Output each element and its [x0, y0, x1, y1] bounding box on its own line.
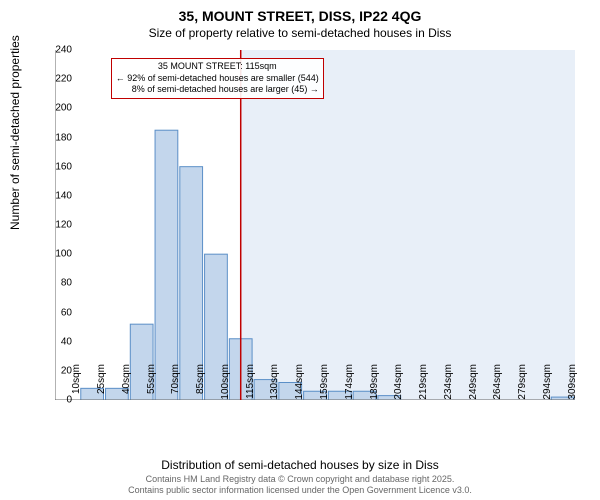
- x-tick-label: 25sqm: [96, 364, 107, 404]
- shade-region: [241, 50, 575, 400]
- x-tick-label: 174sqm: [344, 364, 355, 404]
- x-tick-label: 234sqm: [443, 364, 454, 404]
- y-axis-label: Number of semi-detached properties: [8, 35, 22, 230]
- chart-container: 35, MOUNT STREET, DISS, IP22 4QG Size of…: [0, 0, 600, 500]
- credits: Contains HM Land Registry data © Crown c…: [0, 474, 600, 496]
- callout-box: 35 MOUNT STREET: 115sqm ← 92% of semi-de…: [111, 58, 324, 99]
- x-tick-label: 189sqm: [369, 364, 380, 404]
- x-tick-label: 55sqm: [146, 364, 157, 404]
- y-tick-label: 220: [42, 74, 72, 85]
- callout-line1: 35 MOUNT STREET: 115sqm: [116, 61, 319, 73]
- y-tick-label: 20: [42, 365, 72, 376]
- chart-subtitle: Size of property relative to semi-detach…: [0, 24, 600, 40]
- plot-area: [55, 50, 575, 400]
- y-tick-label: 180: [42, 132, 72, 143]
- x-axis-label: Distribution of semi-detached houses by …: [0, 458, 600, 472]
- x-tick-label: 249sqm: [468, 364, 479, 404]
- x-tick-label: 294sqm: [542, 364, 553, 404]
- chart-title: 35, MOUNT STREET, DISS, IP22 4QG: [0, 0, 600, 24]
- x-tick-label: 279sqm: [517, 364, 528, 404]
- y-tick-label: 160: [42, 161, 72, 172]
- chart-svg: [55, 50, 575, 400]
- x-tick-label: 204sqm: [393, 364, 404, 404]
- callout-line2: ← 92% of semi-detached houses are smalle…: [116, 73, 319, 85]
- x-tick-label: 264sqm: [492, 364, 503, 404]
- x-tick-label: 115sqm: [245, 364, 256, 404]
- x-tick-label: 144sqm: [294, 364, 305, 404]
- y-tick-label: 120: [42, 220, 72, 231]
- credits-line2: Contains public sector information licen…: [0, 485, 600, 496]
- x-tick-label: 10sqm: [71, 364, 82, 404]
- y-tick-label: 40: [42, 336, 72, 347]
- x-tick-label: 309sqm: [567, 364, 578, 404]
- y-tick-label: 80: [42, 278, 72, 289]
- y-tick-label: 60: [42, 307, 72, 318]
- callout-line3: 8% of semi-detached houses are larger (4…: [116, 84, 319, 96]
- x-tick-label: 85sqm: [195, 364, 206, 404]
- y-tick-label: 0: [42, 395, 72, 406]
- y-tick-label: 240: [42, 45, 72, 56]
- x-tick-label: 70sqm: [170, 364, 181, 404]
- x-tick-label: 130sqm: [269, 364, 280, 404]
- x-tick-label: 219sqm: [418, 364, 429, 404]
- y-tick-label: 100: [42, 249, 72, 260]
- y-tick-label: 200: [42, 103, 72, 114]
- bar: [155, 130, 178, 400]
- credits-line1: Contains HM Land Registry data © Crown c…: [0, 474, 600, 485]
- x-tick-label: 100sqm: [220, 364, 231, 404]
- x-tick-label: 159sqm: [319, 364, 330, 404]
- x-tick-label: 40sqm: [121, 364, 132, 404]
- y-tick-label: 140: [42, 190, 72, 201]
